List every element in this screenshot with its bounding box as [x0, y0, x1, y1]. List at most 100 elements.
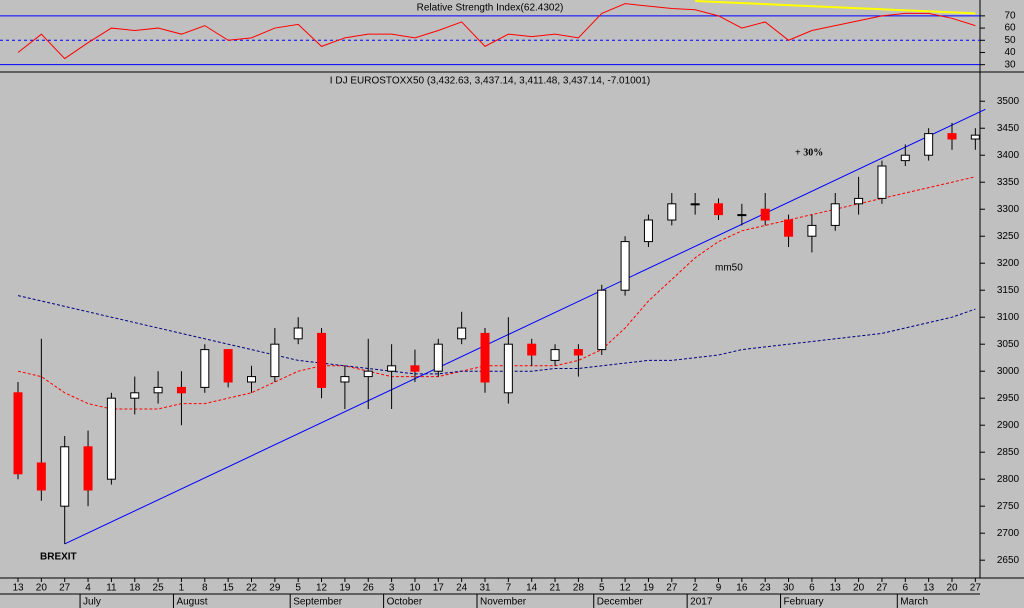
x-tick-label: 6: [903, 583, 909, 594]
candle-body: [784, 219, 794, 237]
month-label: November: [480, 597, 527, 608]
candle-body: [317, 332, 327, 388]
annotation: + 30%: [795, 147, 823, 158]
candle-body: [807, 224, 817, 237]
candle-body: [900, 154, 910, 162]
x-tick-label: 1: [179, 583, 185, 594]
y-tick-label: 2800: [997, 474, 1020, 485]
x-tick-label: 30: [783, 583, 795, 594]
candle-body: [620, 241, 630, 291]
x-tick-label: 21: [549, 583, 561, 594]
x-tick-label: 15: [223, 583, 235, 594]
x-tick-label: 3: [389, 583, 395, 594]
candle-body: [223, 349, 233, 383]
candle-body: [200, 349, 210, 388]
month-label: October: [387, 597, 423, 608]
x-tick-label: 13: [830, 583, 842, 594]
candle-body: [433, 343, 443, 372]
candle-body: [363, 370, 373, 378]
candle-body: [176, 386, 186, 394]
candle-body: [830, 203, 840, 226]
x-tick-label: 17: [433, 583, 445, 594]
y-tick-label: 3300: [997, 204, 1020, 215]
candle-body: [527, 343, 537, 356]
candle-body: [550, 349, 560, 361]
candle-body: [153, 386, 163, 394]
x-tick-label: 12: [620, 583, 632, 594]
candle-body: [854, 197, 864, 205]
month-label: July: [83, 597, 101, 608]
candle-body: [247, 376, 256, 383]
rsi-trendline: [695, 0, 976, 15]
candle-body: [410, 365, 420, 372]
candle-body: [293, 327, 303, 340]
x-tick-label: 27: [666, 583, 678, 594]
moving-average: [17, 295, 976, 375]
candle-body: [877, 165, 887, 199]
x-tick-label: 2: [692, 583, 698, 594]
month-label: March: [900, 597, 928, 608]
candle-body: [714, 203, 723, 216]
y-tick-label: 2950: [997, 393, 1020, 404]
candle-body: [60, 446, 70, 507]
x-tick-label: 19: [643, 583, 655, 594]
x-tick-label: 12: [316, 583, 328, 594]
rsi-title: Relative Strength Index(62.4302): [417, 3, 564, 14]
x-tick-label: 18: [129, 583, 141, 594]
candle-body: [387, 365, 397, 372]
candle-body: [130, 392, 140, 399]
y-tick-label: 3250: [997, 231, 1020, 242]
candle-body: [947, 133, 957, 140]
rsi-line: [17, 3, 976, 60]
candle-body: [36, 462, 46, 491]
candle-body: [760, 208, 770, 221]
moving-average: [17, 176, 976, 410]
y-tick-label: 70: [1004, 11, 1016, 22]
y-tick-label: 3450: [997, 123, 1020, 134]
candle-body: [573, 349, 583, 356]
x-tick-label: 23: [760, 583, 772, 594]
y-tick-label: 40: [1004, 47, 1016, 58]
y-tick-label: 3400: [997, 150, 1020, 161]
y-tick-label: 3150: [997, 285, 1020, 296]
candle-body: [503, 343, 513, 394]
x-tick-label: 28: [573, 583, 585, 594]
candle-body: [690, 203, 700, 206]
x-tick-label: 10: [409, 583, 421, 594]
candle-body: [643, 219, 653, 243]
x-tick-label: 20: [946, 583, 958, 594]
y-tick-label: 50: [1004, 35, 1016, 46]
month-label: December: [597, 597, 644, 608]
candle-body: [667, 203, 677, 221]
y-tick-label: 3050: [997, 339, 1020, 350]
x-tick-label: 5: [599, 583, 605, 594]
x-tick-label: 4: [85, 583, 91, 594]
chart-title: I DJ EUROSTOXX50 (3,432.63, 3,437.14, 3,…: [330, 76, 650, 87]
y-tick-label: 30: [1004, 59, 1016, 70]
candle-body: [737, 214, 747, 217]
x-tick-label: 20: [36, 583, 48, 594]
y-tick-label: 2850: [997, 447, 1020, 458]
x-tick-label: 14: [526, 583, 538, 594]
y-tick-label: 3100: [997, 312, 1020, 323]
x-tick-label: 27: [59, 583, 71, 594]
trendline: [64, 108, 986, 545]
month-label: August: [176, 597, 207, 608]
candle-body: [924, 133, 934, 156]
x-tick-label: 13: [12, 583, 24, 594]
x-tick-label: 5: [295, 583, 301, 594]
candle-body: [480, 332, 490, 383]
x-tick-label: 29: [269, 583, 281, 594]
x-tick-label: 25: [153, 583, 165, 594]
x-tick-label: 6: [809, 583, 815, 594]
x-tick-label: 27: [970, 583, 982, 594]
y-tick-label: 2650: [997, 555, 1020, 566]
candle-body: [270, 343, 280, 378]
annotation: BREXIT: [40, 552, 77, 563]
candle-body: [83, 446, 93, 491]
x-tick-label: 19: [339, 583, 351, 594]
x-tick-label: 8: [202, 583, 208, 594]
month-label: 2017: [690, 597, 713, 608]
